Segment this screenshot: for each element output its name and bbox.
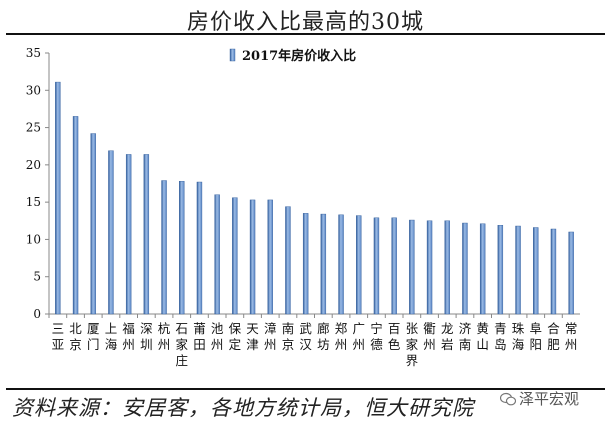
bar <box>338 214 344 315</box>
y-tick-label: 0 <box>33 307 41 321</box>
x-category-label: 北京 <box>69 321 82 352</box>
legend-label: 2017年房价收入比 <box>242 48 356 64</box>
bar-chart: 0 5 10 15 20 25 30 35 三亚北京厦门上海福州深圳杭州石家庄莆田池州保定天津漳… <box>26 46 580 368</box>
bar <box>214 194 220 315</box>
top-divider <box>6 33 605 35</box>
bar <box>426 220 433 315</box>
y-tick-label: 35 <box>26 46 41 60</box>
bar <box>125 154 132 315</box>
y-tick-label: 15 <box>26 195 41 209</box>
x-category-label: 济南 <box>459 321 472 352</box>
bar <box>515 225 521 315</box>
source-note: 资料来源：安居客，各地方统计局，恒大研究院 <box>12 396 474 420</box>
x-category-label: 张家界 <box>406 321 419 368</box>
y-tick-label: 25 <box>26 121 41 135</box>
bar <box>90 133 96 315</box>
x-category-label: 上海 <box>105 321 118 352</box>
watermark-text: 泽平宏观 <box>519 390 580 408</box>
bar <box>161 180 167 315</box>
bar <box>320 213 327 315</box>
x-category-label: 厦门 <box>87 321 100 352</box>
chart-area: 0 5 10 15 20 25 30 35 三亚 北京 厦门 上海 福州 深圳 杭州 石家庄 莆田 池州 保定 天津漳… <box>0 36 611 389</box>
x-category-label: 青岛 <box>494 321 507 352</box>
bar <box>409 219 415 315</box>
bar <box>196 181 203 315</box>
x-category-label: 武汉 <box>299 321 312 352</box>
x-category-label: 合肥 <box>547 321 560 352</box>
wechat-icon <box>500 392 516 405</box>
bar <box>232 197 238 315</box>
bar <box>373 217 380 315</box>
x-category-label: 龙岩 <box>441 321 454 352</box>
x-category-label: 三亚 <box>52 321 65 352</box>
bar <box>55 81 61 315</box>
x-category-label: 常州 <box>565 321 578 352</box>
x-category-label: 杭州 <box>158 321 171 352</box>
x-category-label: 珠海 <box>512 321 525 352</box>
legend-swatch <box>229 48 236 62</box>
bar <box>568 231 574 315</box>
bar <box>533 227 539 315</box>
watermark: 泽平宏观 <box>500 388 579 409</box>
page-title: 房价收入比最高的30城 <box>187 10 424 35</box>
x-category-label: 廊坊 <box>317 321 330 352</box>
y-tick-label: 30 <box>26 83 41 97</box>
bar <box>267 199 273 315</box>
bar <box>72 116 79 315</box>
bar <box>179 181 185 315</box>
bar <box>479 223 486 315</box>
x-category-label: 池州 <box>211 321 224 352</box>
x-category-label: 莆田 <box>193 321 206 352</box>
x-category-label: 广州 <box>352 321 365 352</box>
y-tick-label: 5 <box>33 270 41 284</box>
bar <box>108 150 114 315</box>
x-category-label: 深圳 <box>140 321 153 352</box>
x-category-label: 福州 <box>122 321 135 352</box>
bar <box>550 228 557 315</box>
x-category-label: 百色 <box>388 321 401 352</box>
y-tick-label: 10 <box>26 232 41 246</box>
bar <box>249 199 256 315</box>
x-category-label: 天津 <box>246 321 259 352</box>
x-category-label: 宁德 <box>370 321 383 352</box>
bar <box>391 217 397 315</box>
x-category-label: 漳州 <box>264 321 277 352</box>
bar <box>497 225 504 315</box>
bar <box>356 215 362 315</box>
x-category-label: 郑州 <box>335 321 348 352</box>
bar <box>462 222 468 315</box>
x-category-label: 阜阳 <box>529 321 542 352</box>
bar <box>302 213 309 315</box>
bar <box>285 206 291 315</box>
x-category-label: 黄山 <box>476 321 489 352</box>
bottom-divider <box>6 388 605 390</box>
y-tick-label: 20 <box>26 158 41 172</box>
x-category-label: 保定 <box>229 321 242 352</box>
bar <box>444 220 450 315</box>
x-category-label: 南京 <box>282 321 295 352</box>
x-category-label: 衢州 <box>423 321 436 352</box>
bar <box>143 154 150 315</box>
x-category-label: 石家庄 <box>175 321 188 368</box>
